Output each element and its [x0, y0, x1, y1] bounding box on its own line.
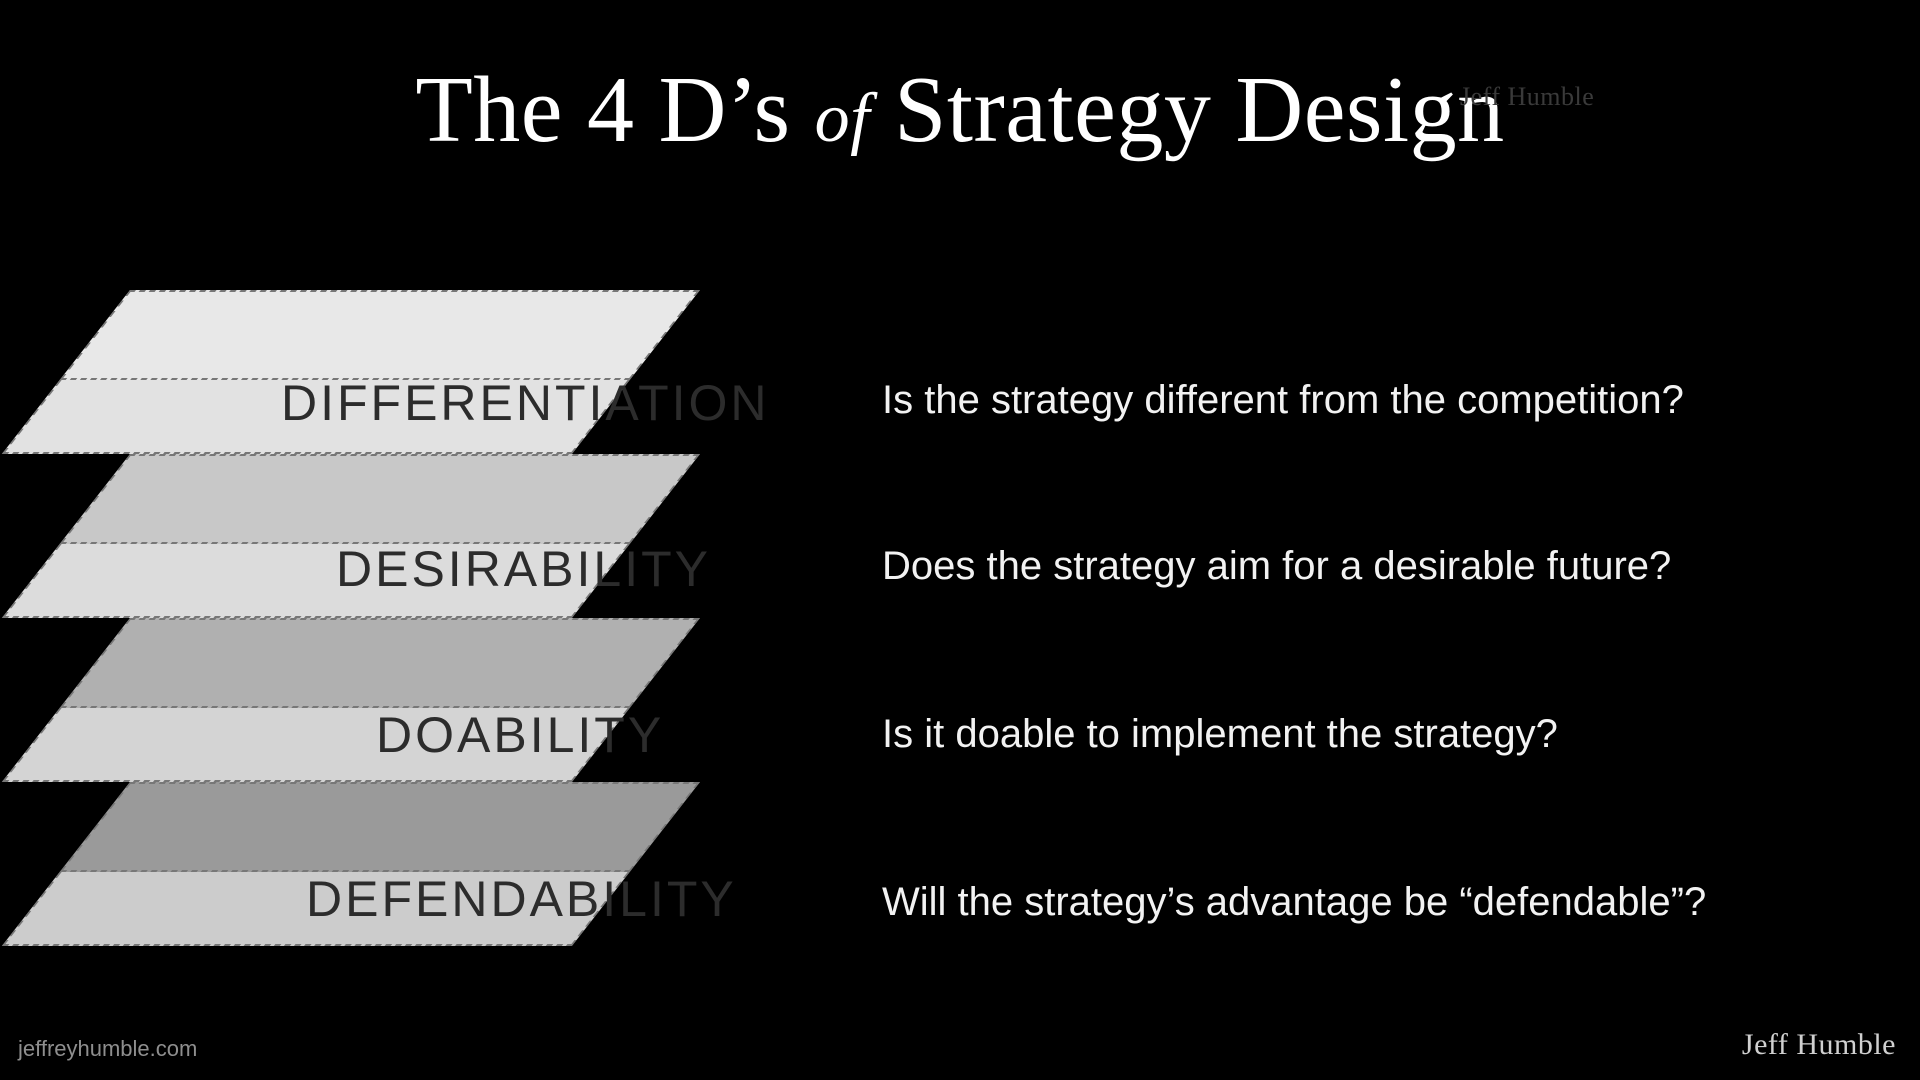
- layer-question-2: Is it doable to implement the strategy?: [882, 712, 1558, 757]
- layer-label-3: DEFENDABILITY: [306, 870, 737, 928]
- layer-slab: [60, 618, 700, 708]
- layer-slab: [60, 290, 700, 380]
- title-of: of: [815, 80, 870, 157]
- layer-label-1: DESIRABILITY: [336, 540, 711, 598]
- slide-title: The 4 D’s of Strategy Design: [0, 56, 1920, 164]
- layer-question-3: Will the strategy’s advantage be “defend…: [882, 880, 1706, 925]
- watermark-top: Jeff Humble: [1460, 82, 1594, 112]
- layer-label-0: DIFFERENTIATION: [281, 374, 770, 432]
- footer-left-url: jeffreyhumble.com: [18, 1036, 197, 1062]
- title-post: Strategy Design: [870, 58, 1505, 162]
- footer-right-author: Jeff Humble: [1742, 1028, 1896, 1062]
- layer-label-2: DOABILITY: [376, 706, 664, 764]
- layer-question-0: Is the strategy different from the compe…: [882, 378, 1684, 423]
- layer-slab: [60, 454, 700, 544]
- layer-question-1: Does the strategy aim for a desirable fu…: [882, 544, 1671, 589]
- layer-slab: [60, 782, 700, 872]
- title-pre: The 4 D’s: [415, 58, 814, 162]
